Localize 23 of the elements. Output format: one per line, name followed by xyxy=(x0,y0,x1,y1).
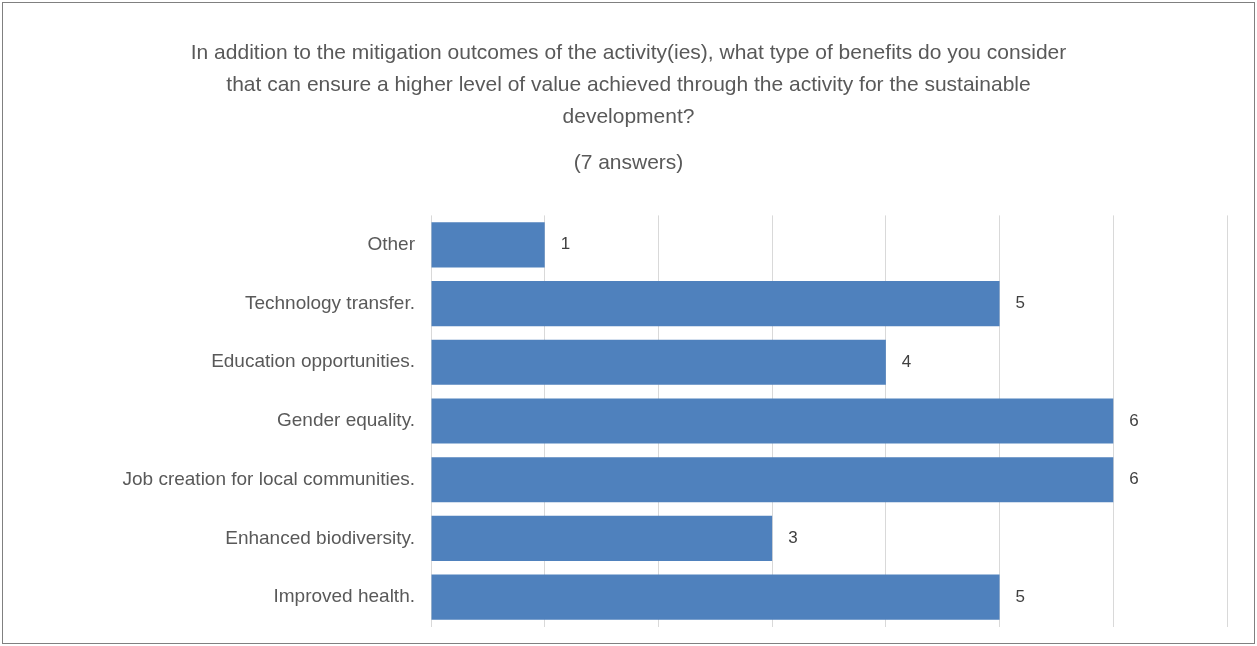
bar xyxy=(431,339,886,385)
y-tick-label: Job creation for local communities. xyxy=(122,467,415,489)
chart-title: In addition to the mitigation outcomes of the activity(ies), what type of benefits do you consider that can ensure a higher level of value achieved through the activity for the sustainable development? xyxy=(190,39,1067,129)
y-tick-label: Technology transfer. xyxy=(244,291,415,313)
y-tick-label: Gender equality. xyxy=(276,409,415,431)
bar xyxy=(431,457,1114,503)
y-tick-label: Education opportunities. xyxy=(211,350,415,372)
bar xyxy=(431,398,1114,444)
chart-subtitle: (7 answers) xyxy=(572,149,685,175)
data-label: 4 xyxy=(901,351,912,371)
bar xyxy=(431,222,545,268)
data-label: 3 xyxy=(788,528,798,548)
data-label: 6 xyxy=(1129,469,1139,489)
bar xyxy=(431,280,1000,327)
data-label: 1 xyxy=(560,234,571,254)
bar xyxy=(431,574,1000,620)
data-label: 6 xyxy=(1129,410,1139,430)
y-tick-label: Enhanced biodiversity. xyxy=(225,526,415,548)
data-label: 5 xyxy=(1015,293,1026,313)
data-label: 5 xyxy=(1015,586,1026,606)
y-tick-label: Improved health. xyxy=(273,585,415,607)
y-tick-label: Other xyxy=(367,233,416,255)
bar xyxy=(431,515,773,562)
